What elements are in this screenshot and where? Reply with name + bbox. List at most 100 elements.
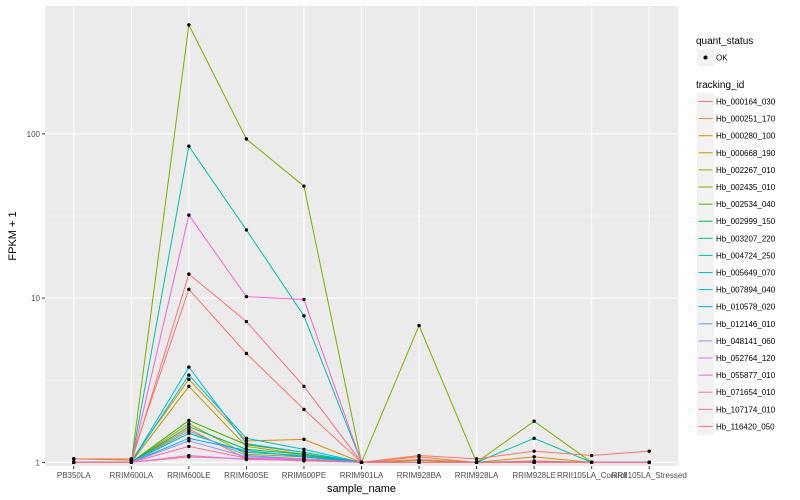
data-point bbox=[187, 424, 191, 429]
legend-color-label: Hb_002435_010 bbox=[716, 183, 776, 192]
data-point bbox=[302, 457, 306, 462]
legend: quant_status OK tracking_id Hb_000164_03… bbox=[696, 36, 776, 435]
legend-color-label: Hb_005649_070 bbox=[716, 269, 776, 278]
x-tick-label: RRIM901LA bbox=[340, 471, 384, 480]
data-point bbox=[647, 460, 651, 465]
data-point bbox=[187, 23, 191, 27]
legend-color-label: Hb_000668_190 bbox=[716, 149, 776, 158]
data-point bbox=[187, 365, 191, 369]
x-axis: PB350LA RRIM600LA RRIM600LE RRIM600SE RRIM60… bbox=[57, 466, 687, 480]
data-point bbox=[244, 294, 249, 299]
legend-color-label: Hb_000164_030 bbox=[716, 98, 776, 107]
points-layer bbox=[72, 23, 651, 465]
x-tick-label: PB350LA bbox=[57, 471, 91, 480]
y-axis-title: FPKM + 1 bbox=[7, 211, 19, 260]
data-point bbox=[187, 453, 191, 458]
data-point bbox=[359, 460, 364, 465]
legend-color-label: Hb_003207_220 bbox=[716, 234, 776, 243]
data-point bbox=[244, 228, 249, 232]
data-point bbox=[244, 319, 249, 324]
x-tick-label: RRIM928LE bbox=[512, 471, 556, 480]
legend-color-label: Hb_004724_250 bbox=[716, 251, 776, 260]
data-point bbox=[244, 439, 249, 443]
legend-color-label: Hb_048141_060 bbox=[716, 337, 776, 346]
data-point bbox=[302, 384, 306, 389]
data-point bbox=[187, 213, 191, 217]
data-point bbox=[532, 436, 536, 441]
x-tick-label: RRIM600PE bbox=[282, 471, 326, 480]
legend-color-label: Hb_000251_170 bbox=[716, 115, 776, 124]
legend-color-label: Hb_002534_040 bbox=[716, 200, 776, 209]
data-point bbox=[302, 447, 306, 452]
x-tick-label: RRIM928LA bbox=[455, 471, 499, 480]
data-point bbox=[72, 460, 76, 465]
data-point bbox=[187, 377, 191, 382]
legend-color-label: Hb_107174_010 bbox=[716, 405, 776, 414]
legend-color-label: Hb_052764_120 bbox=[716, 354, 776, 363]
legend-color-title: tracking_id bbox=[696, 80, 744, 91]
data-point bbox=[417, 453, 421, 458]
data-point bbox=[417, 323, 421, 328]
data-point bbox=[647, 449, 651, 453]
legend-color-label: Hb_071654_010 bbox=[716, 388, 776, 397]
legend-color-label: Hb_010578_020 bbox=[716, 303, 776, 312]
data-point bbox=[187, 444, 191, 449]
data-point bbox=[244, 456, 249, 460]
y-tick-label: 100 bbox=[27, 130, 41, 139]
data-point bbox=[129, 460, 134, 465]
x-tick-label: RRIM600LA bbox=[110, 471, 154, 480]
y-tick-label: 10 bbox=[31, 294, 40, 303]
data-point bbox=[417, 460, 421, 465]
legend-color-label: Hb_007894_040 bbox=[716, 286, 776, 295]
legend-color-label: Hb_000280_100 bbox=[716, 132, 776, 141]
x-tick-label: RRII105LA_Stressed bbox=[612, 471, 687, 480]
y-tick-label: 1 bbox=[36, 458, 41, 467]
legend-color-label: Hb_002267_010 bbox=[716, 166, 776, 175]
data-point bbox=[187, 439, 191, 443]
data-point bbox=[244, 137, 249, 141]
data-point bbox=[187, 287, 191, 292]
data-point bbox=[187, 373, 191, 377]
data-point bbox=[532, 449, 536, 453]
data-point bbox=[187, 384, 191, 389]
data-point bbox=[474, 460, 479, 465]
legend-color-items: Hb_000164_030 Hb_000251_170 Hb_000280_100 H… bbox=[697, 93, 776, 435]
x-tick-label: RRIM928BA bbox=[397, 471, 442, 480]
data-point bbox=[244, 441, 249, 446]
data-point bbox=[129, 457, 134, 461]
legend-shape-title: quant_status bbox=[696, 36, 753, 47]
data-point bbox=[589, 460, 594, 465]
legend-shape-items: OK bbox=[697, 49, 728, 66]
data-point bbox=[187, 436, 191, 441]
data-point bbox=[589, 453, 594, 458]
data-point bbox=[302, 184, 306, 188]
data-point bbox=[187, 272, 191, 276]
data-point bbox=[302, 297, 306, 302]
legend-color-label: Hb_012146_010 bbox=[716, 320, 776, 329]
data-point bbox=[187, 429, 191, 433]
data-point bbox=[244, 351, 249, 356]
data-point bbox=[187, 421, 191, 426]
data-point bbox=[532, 460, 536, 465]
legend-color-label: Hb_002999_150 bbox=[716, 217, 776, 226]
x-tick-label: RRIM600LE bbox=[167, 471, 211, 480]
data-point bbox=[187, 431, 191, 436]
y-axis: 1 10 100 bbox=[27, 130, 45, 467]
x-axis-title: sample_name bbox=[327, 483, 396, 495]
data-point bbox=[187, 144, 191, 148]
legend-key-point bbox=[703, 55, 708, 60]
data-point bbox=[302, 450, 306, 455]
x-tick-label: RRIM600SE bbox=[224, 471, 268, 480]
legend-color-label: Hb_116420_050 bbox=[716, 422, 775, 431]
data-point bbox=[302, 437, 306, 442]
data-point bbox=[244, 436, 249, 441]
data-point bbox=[187, 418, 191, 423]
x-tick-label: RRII105LA_Control bbox=[557, 471, 627, 480]
data-point bbox=[72, 457, 76, 461]
legend-shape-label: OK bbox=[716, 54, 728, 63]
legend-color-label: Hb_055877_010 bbox=[716, 371, 776, 380]
data-point bbox=[474, 457, 479, 461]
data-point bbox=[302, 407, 306, 412]
data-point bbox=[532, 455, 536, 459]
